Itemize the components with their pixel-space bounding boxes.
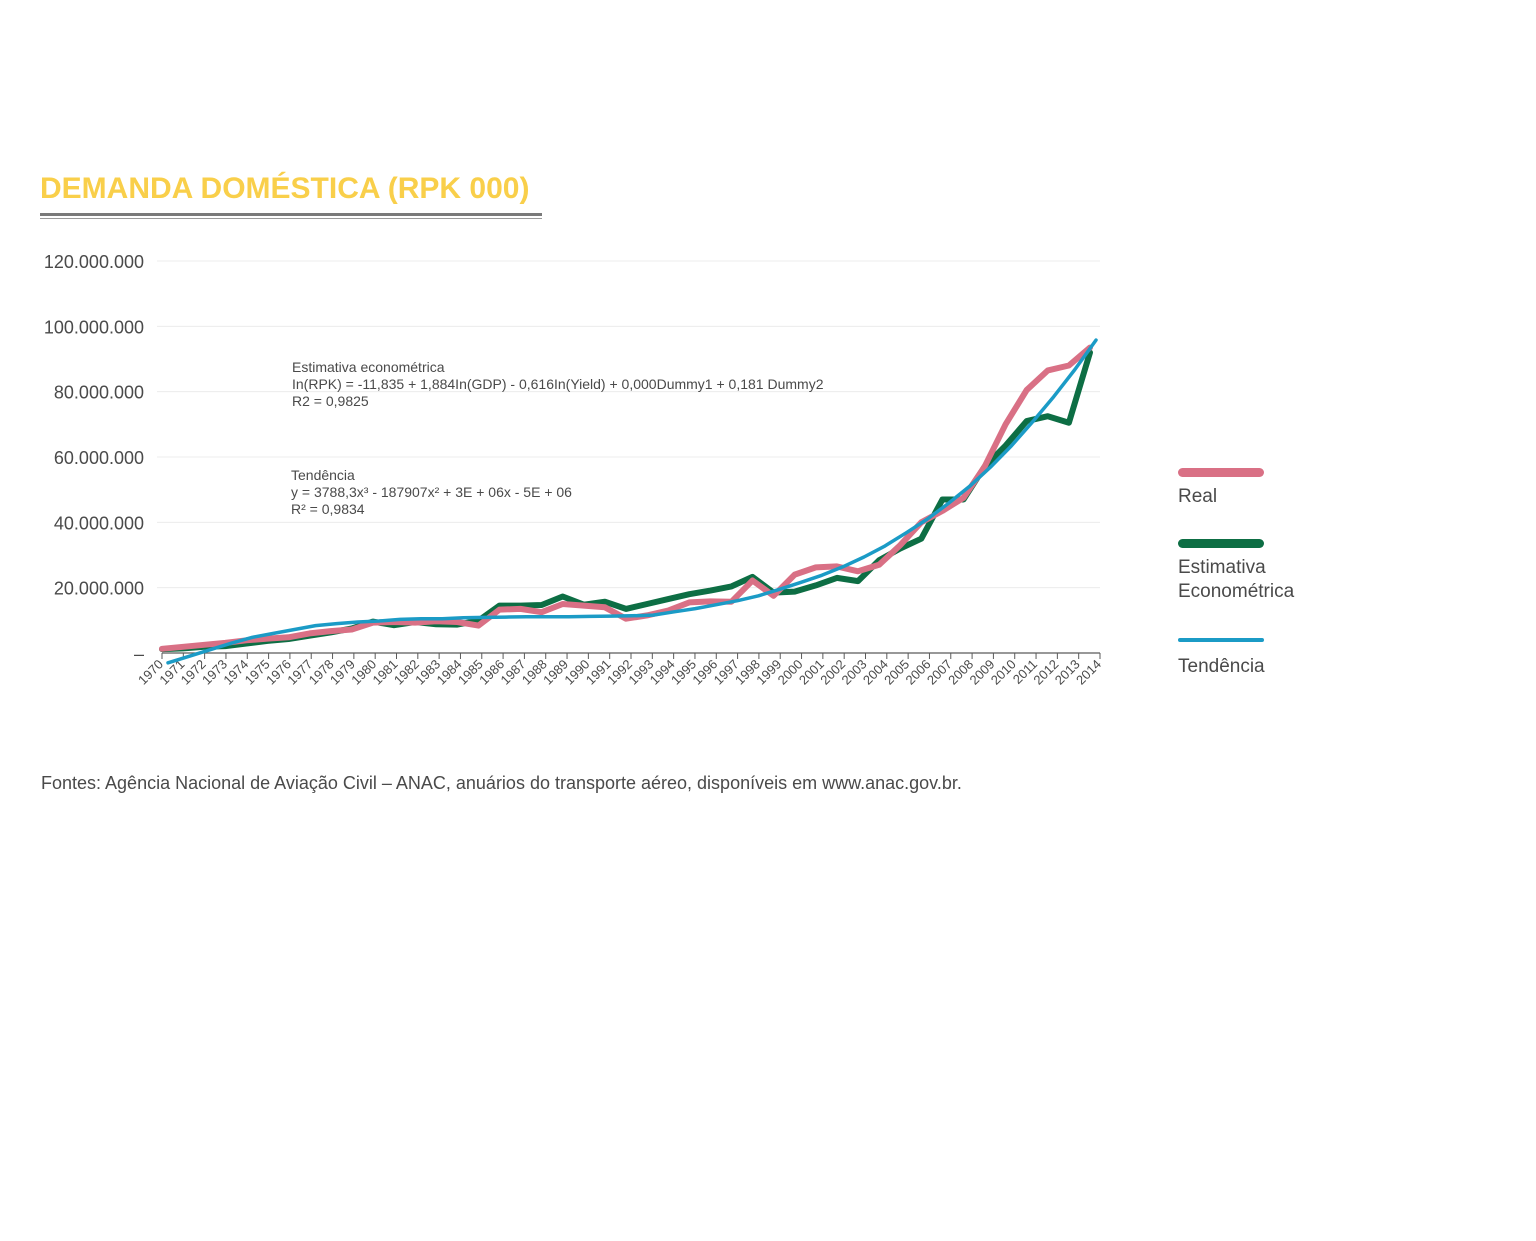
x-tick-label: 2014 [1073,657,1104,688]
legend-item-tendencia: Tendência [1178,638,1378,679]
y-tick-label: 20.000.000 [54,579,144,599]
series-line-tendencia [166,338,1098,665]
trend-annotation-label: Tendência [291,467,355,483]
y-tick-label: 100.000.000 [44,317,144,337]
econometric-annotation-label: Estimativa econométrica [292,359,445,375]
trend-annotation-r2: R² = 0,9834 [291,501,365,517]
x-axis: 1970197119721973197419751976197719781979… [135,652,1104,688]
legend-item-real: Real [1178,468,1378,509]
chart-annotations: Estimativa econométrica In(RPK) = -11,83… [291,359,824,517]
econometric-annotation-formula: In(RPK) = -11,835 + 1,884In(GDP) - 0,616… [292,376,824,392]
legend-label-real: Real [1178,486,1218,507]
source-note: Fontes: Agência Nacional de Aviação Civi… [41,773,962,793]
legend-swatch-econometrica [1178,539,1264,548]
y-axis-ticks: – 20.000.000 40.000.000 60.000.000 80.000.00… [44,252,144,664]
legend-swatch-real [1178,468,1264,477]
y-tick-label: 120.000.000 [44,252,144,272]
title-underline [40,213,542,216]
series-lines [159,338,1098,665]
legend-label-tendencia: Tendência [1178,656,1265,677]
econometric-annotation-r2: R2 = 0,9825 [292,393,369,409]
y-tick-label: – [134,644,144,664]
legend-label-econometrica: Estimativa Econométrica [1178,557,1295,602]
grid-lines [157,260,1100,589]
trend-annotation-formula: y = 3788,3x³ - 187907x² + 3E + 06x - 5E … [291,484,572,500]
y-tick-label: 60.000.000 [54,448,144,468]
line-chart: – 20.000.000 40.000.000 60.000.000 80.000.00… [44,252,1104,688]
chart-title: DEMANDA DOMÉSTICA (RPK 000) [40,172,530,205]
title-underline-thin [40,218,542,219]
y-tick-label: 40.000.000 [54,513,144,533]
legend-item-econometrica: Estimativa Econométrica [1178,539,1378,604]
legend-swatch-tendencia [1178,638,1264,642]
y-tick-label: 80.000.000 [54,383,144,403]
